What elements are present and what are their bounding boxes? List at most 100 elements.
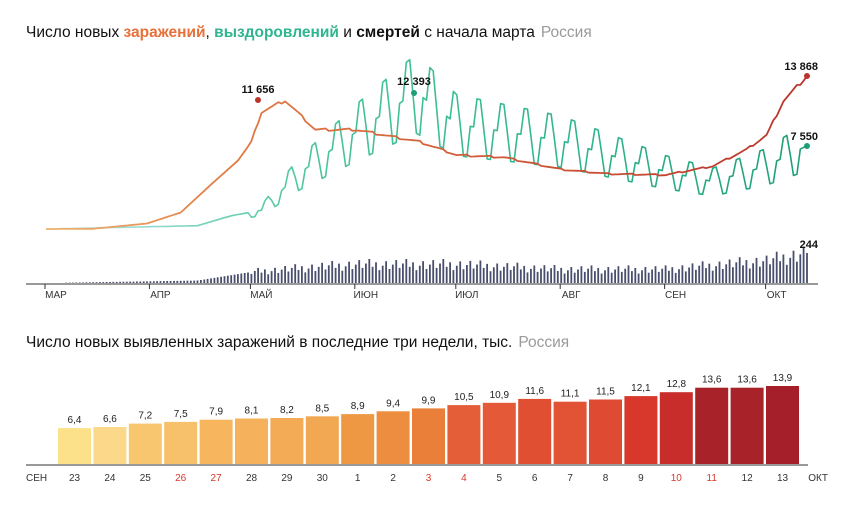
deaths-bars	[65, 246, 808, 283]
death-bar	[482, 267, 485, 283]
death-bar	[769, 264, 771, 283]
death-bar	[358, 260, 361, 283]
death-bar	[334, 267, 337, 283]
death-bar	[297, 270, 300, 283]
death-bar	[223, 276, 226, 283]
bar-value-label: 8,1	[245, 406, 259, 417]
death-bar	[112, 281, 115, 283]
deaths-last-label: 244	[800, 239, 819, 251]
bars: 6,4 6,6 7,2 7,5 7,9 8,1 8,2 8,5 8,9 9,4 9,9 10,5 10,…	[58, 373, 799, 464]
death-bar	[422, 261, 424, 283]
death-bar	[499, 270, 502, 283]
month-label: МАР	[45, 290, 67, 301]
bar	[624, 396, 658, 464]
death-bar	[782, 254, 785, 283]
death-bar	[233, 274, 236, 283]
day-label: 30	[317, 473, 329, 484]
death-bar	[728, 259, 731, 283]
death-bar	[759, 266, 761, 283]
death-bar	[348, 261, 350, 283]
recovered-line	[45, 58, 808, 230]
day-label: 1	[355, 473, 361, 484]
cases-peak-marker	[255, 97, 261, 103]
death-bar	[301, 266, 303, 283]
bar-value-label: 8,2	[280, 405, 294, 416]
bar-value-label: 12,8	[667, 379, 687, 390]
death-bar	[341, 270, 344, 283]
death-bar	[99, 282, 101, 283]
death-bar	[546, 271, 549, 283]
death-bar	[314, 271, 317, 283]
death-bar	[243, 273, 246, 283]
bar	[93, 427, 127, 464]
death-bar	[634, 267, 637, 283]
death-bar	[429, 264, 431, 283]
death-bar	[186, 280, 189, 283]
death-bar	[668, 270, 670, 283]
bar	[199, 419, 233, 464]
day-label: 7	[567, 473, 573, 484]
death-bar	[671, 267, 674, 283]
death-bar	[277, 273, 280, 283]
death-bar	[631, 271, 633, 283]
bar	[553, 401, 587, 464]
death-bar	[146, 281, 148, 283]
bar-value-label: 7,9	[209, 407, 223, 418]
death-bar	[748, 268, 751, 283]
death-bar	[179, 280, 182, 283]
death-bar	[210, 278, 212, 283]
death-bar	[779, 261, 781, 283]
month-ticks: МАР АПР МАЙ ИЮН ИЮЛ АВГ СЕН ОКТ	[44, 284, 786, 301]
death-bar	[253, 271, 256, 283]
death-bar	[610, 272, 613, 283]
death-bar	[270, 271, 273, 283]
chart2-title: Число новых выявленных заражений в после…	[26, 334, 569, 352]
death-bar	[594, 271, 596, 283]
death-bar	[691, 263, 694, 283]
death-bar	[92, 282, 94, 283]
death-bar	[651, 269, 653, 283]
death-bar	[455, 265, 458, 283]
death-bar	[745, 260, 748, 283]
chart2-region: Россия	[518, 334, 570, 351]
death-bar	[496, 263, 499, 283]
death-bar	[82, 282, 84, 283]
cases-last-label: 13 868	[784, 61, 818, 73]
death-bar	[169, 281, 172, 283]
day-label: 13	[777, 473, 789, 484]
death-bar	[196, 280, 199, 283]
death-bar	[159, 281, 162, 283]
day-label: 27	[211, 473, 223, 484]
death-bar	[755, 257, 758, 283]
day-label: 5	[497, 473, 503, 484]
death-bar	[119, 281, 121, 283]
death-bar	[684, 271, 687, 283]
chart2-title-text: Число новых выявленных заражений в после…	[26, 334, 513, 351]
death-bar	[284, 266, 286, 283]
bar-value-label: 13,9	[773, 373, 793, 384]
day-label: 8	[603, 473, 609, 484]
recovered-peak-marker	[411, 90, 417, 96]
death-bar	[216, 277, 219, 283]
death-bar	[479, 260, 482, 283]
death-bar	[459, 261, 462, 283]
death-bar	[792, 250, 795, 283]
death-bar	[775, 251, 778, 283]
death-bar	[247, 272, 249, 283]
chart1-title: Число новых заражений, выздоровлений и с…	[26, 24, 592, 42]
death-bar	[237, 274, 239, 283]
death-bar	[452, 270, 455, 283]
death-bar	[789, 257, 792, 283]
death-bar	[530, 268, 532, 283]
bar	[341, 414, 375, 464]
death-bar	[802, 246, 805, 283]
bar-value-label: 10,5	[454, 392, 474, 403]
death-bar	[183, 280, 185, 283]
day-labels: 23 24 25 26 27 28 29 30 1 2 3 4 5 6 7 8 9 10 11 12 13	[69, 473, 789, 484]
death-bar	[317, 266, 320, 283]
death-bar	[678, 269, 680, 283]
death-bar	[492, 267, 495, 283]
death-bar	[311, 264, 313, 283]
death-bar	[102, 282, 105, 283]
death-bar	[519, 269, 522, 283]
